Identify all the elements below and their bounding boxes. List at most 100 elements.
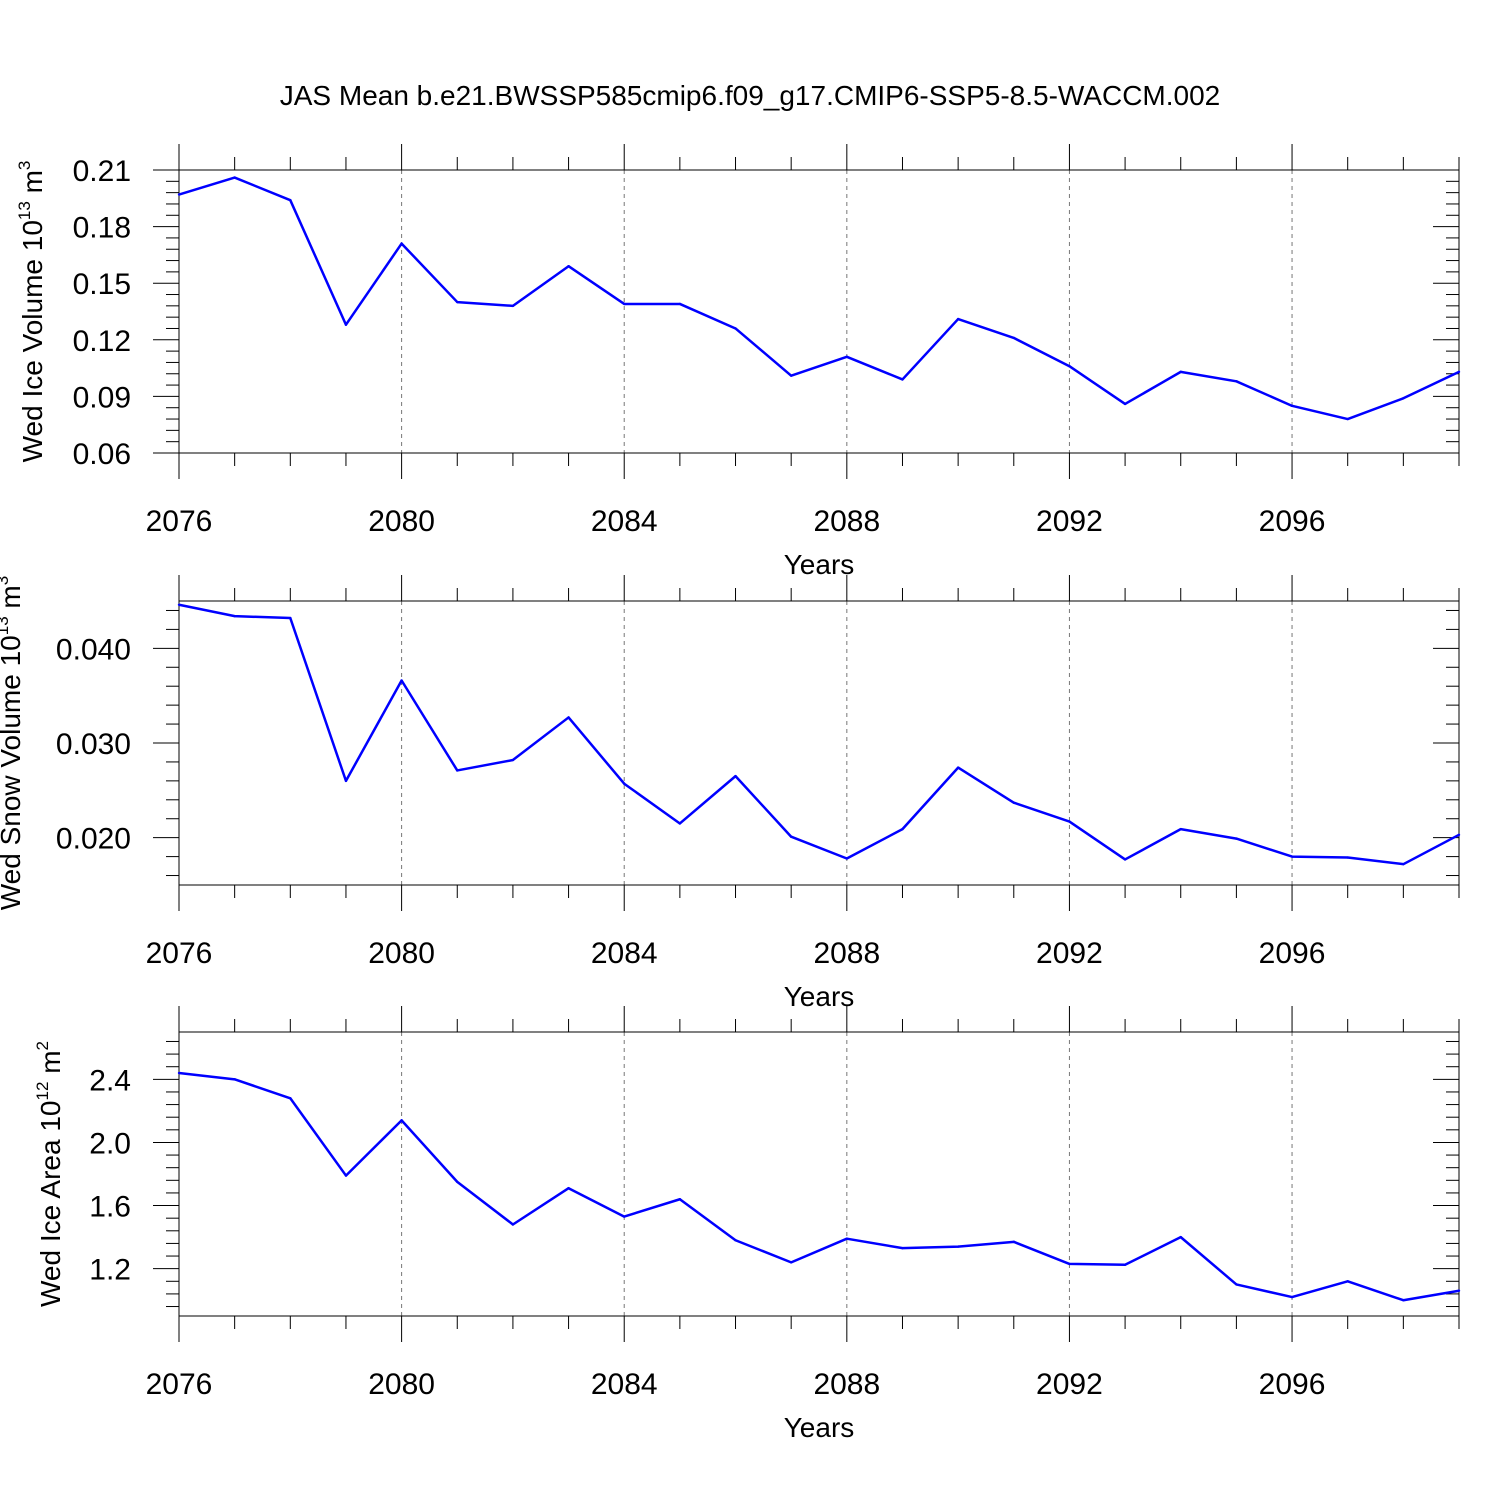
x-tick-label: 2076 xyxy=(146,1368,213,1401)
y-tick-label: 0.030 xyxy=(56,728,131,761)
data-point xyxy=(1012,336,1015,340)
data-point xyxy=(289,198,292,202)
x-axis-title: Years xyxy=(784,549,855,580)
data-point xyxy=(956,766,960,769)
y-tick-label: 1.6 xyxy=(89,1191,131,1224)
data-point xyxy=(1012,1240,1015,1244)
y-tick-label: 0.09 xyxy=(73,381,131,414)
data-point xyxy=(233,1078,236,1081)
data-point xyxy=(1235,1283,1238,1286)
data-point xyxy=(1012,801,1015,804)
data-point xyxy=(289,1097,292,1100)
y-tick-label: 2.4 xyxy=(89,1064,131,1097)
data-point xyxy=(623,1215,626,1218)
plot-frame xyxy=(178,169,1460,454)
data-point xyxy=(901,827,904,831)
data-point xyxy=(456,769,459,772)
series-line xyxy=(178,1071,1460,1302)
data-point xyxy=(734,327,737,330)
data-point xyxy=(1068,820,1071,823)
data-point xyxy=(400,679,403,682)
data-point xyxy=(400,242,403,245)
y-axis-title: Wed Ice Area 1012 m2 xyxy=(33,1041,66,1307)
y-tick-label: 0.06 xyxy=(73,438,131,471)
data-point xyxy=(789,374,793,377)
chart-panel-2: 2076 2080 2084 2088 2092 2096 Years 0.020 0.030 0… xyxy=(0,575,1461,1012)
y-axis-title-unit-exponent: 2 xyxy=(33,1041,52,1050)
x-tick-label: 2076 xyxy=(146,505,213,538)
chart-panel-3: 2076 2080 2084 2088 2092 2096 Years 1.2 1.6 2.0 2.… xyxy=(33,1006,1461,1443)
x-tick-label: 2092 xyxy=(1036,505,1103,538)
y-tick-label: 1.2 xyxy=(89,1254,131,1287)
data-point xyxy=(511,1223,515,1226)
chart-title: JAS Mean b.e21.BWSSP585cmip6.f09_g17.CMI… xyxy=(280,80,1221,111)
x-tick-label: 2080 xyxy=(368,505,435,538)
x-tick-label: 2084 xyxy=(591,1368,658,1401)
data-point xyxy=(845,355,849,358)
data-point xyxy=(567,1187,570,1190)
data-point xyxy=(1457,1289,1461,1292)
data-point xyxy=(344,1174,348,1177)
data-point xyxy=(1123,858,1127,861)
y-axis-title: Wed Ice Volume 1013 m3 xyxy=(15,161,48,463)
x-tick-label: 2088 xyxy=(813,505,880,538)
data-point xyxy=(1457,833,1461,837)
data-point xyxy=(1290,1295,1294,1299)
y-axis-title-text: Wed Ice Volume 10 xyxy=(17,220,48,462)
data-point xyxy=(1123,1263,1127,1266)
y-tick-label: 0.18 xyxy=(73,212,131,245)
series-line xyxy=(178,176,1460,421)
data-point xyxy=(1235,837,1238,840)
y-axis-title-text: Wed Ice Area 10 xyxy=(35,1101,66,1308)
x-tick-label: 2080 xyxy=(368,937,435,970)
data-point xyxy=(456,1180,459,1184)
data-point xyxy=(1068,1262,1071,1266)
data-point xyxy=(1235,380,1238,383)
y-axis-title-exponent: 12 xyxy=(33,1082,52,1101)
plot-frame xyxy=(178,600,1460,886)
data-point xyxy=(1402,862,1405,866)
y-tick-label: 0.21 xyxy=(73,155,131,188)
data-point xyxy=(177,193,181,196)
data-point xyxy=(734,774,737,778)
y-tick-label: 0.020 xyxy=(56,823,131,856)
data-point xyxy=(1123,402,1127,406)
data-point xyxy=(344,323,348,326)
data-point xyxy=(789,1261,793,1264)
x-tick-label: 2092 xyxy=(1036,937,1103,970)
y-tick-label: 0.12 xyxy=(73,325,131,358)
y-axis-title-unit-exponent: 3 xyxy=(15,161,34,170)
data-point xyxy=(789,835,793,838)
y-axis-title: Wed Snow Volume 1013 m3 xyxy=(0,576,26,910)
data-point xyxy=(1290,404,1294,408)
data-point xyxy=(511,758,515,762)
data-point xyxy=(1346,856,1349,859)
x-tick-label: 2096 xyxy=(1259,505,1326,538)
y-axis-title-exponent: 13 xyxy=(0,616,12,635)
y-axis-title-unit: m xyxy=(35,1050,66,1081)
data-point xyxy=(901,378,904,381)
data-point xyxy=(678,822,682,825)
x-tick-label: 2084 xyxy=(591,937,658,970)
data-point xyxy=(901,1246,904,1250)
data-point xyxy=(289,616,292,620)
data-point xyxy=(344,779,348,783)
x-tick-label: 2088 xyxy=(813,1368,880,1401)
x-tick-label: 2080 xyxy=(368,1368,435,1401)
x-tick-label: 2096 xyxy=(1259,937,1326,970)
data-point xyxy=(1179,827,1182,831)
y-axis-title-exponent: 13 xyxy=(15,201,34,220)
x-axis-title: Years xyxy=(784,1412,855,1443)
x-tick-label: 2084 xyxy=(591,505,658,538)
plot-frame xyxy=(178,1031,1460,1317)
x-tick-label: 2088 xyxy=(813,937,880,970)
x-tick-label: 2076 xyxy=(146,937,213,970)
data-point xyxy=(233,614,236,618)
y-tick-label: 0.15 xyxy=(73,268,131,301)
data-point xyxy=(678,302,682,306)
data-point xyxy=(1457,370,1461,374)
data-point xyxy=(1346,1280,1349,1283)
data-point xyxy=(233,176,236,179)
data-point xyxy=(1068,365,1071,368)
